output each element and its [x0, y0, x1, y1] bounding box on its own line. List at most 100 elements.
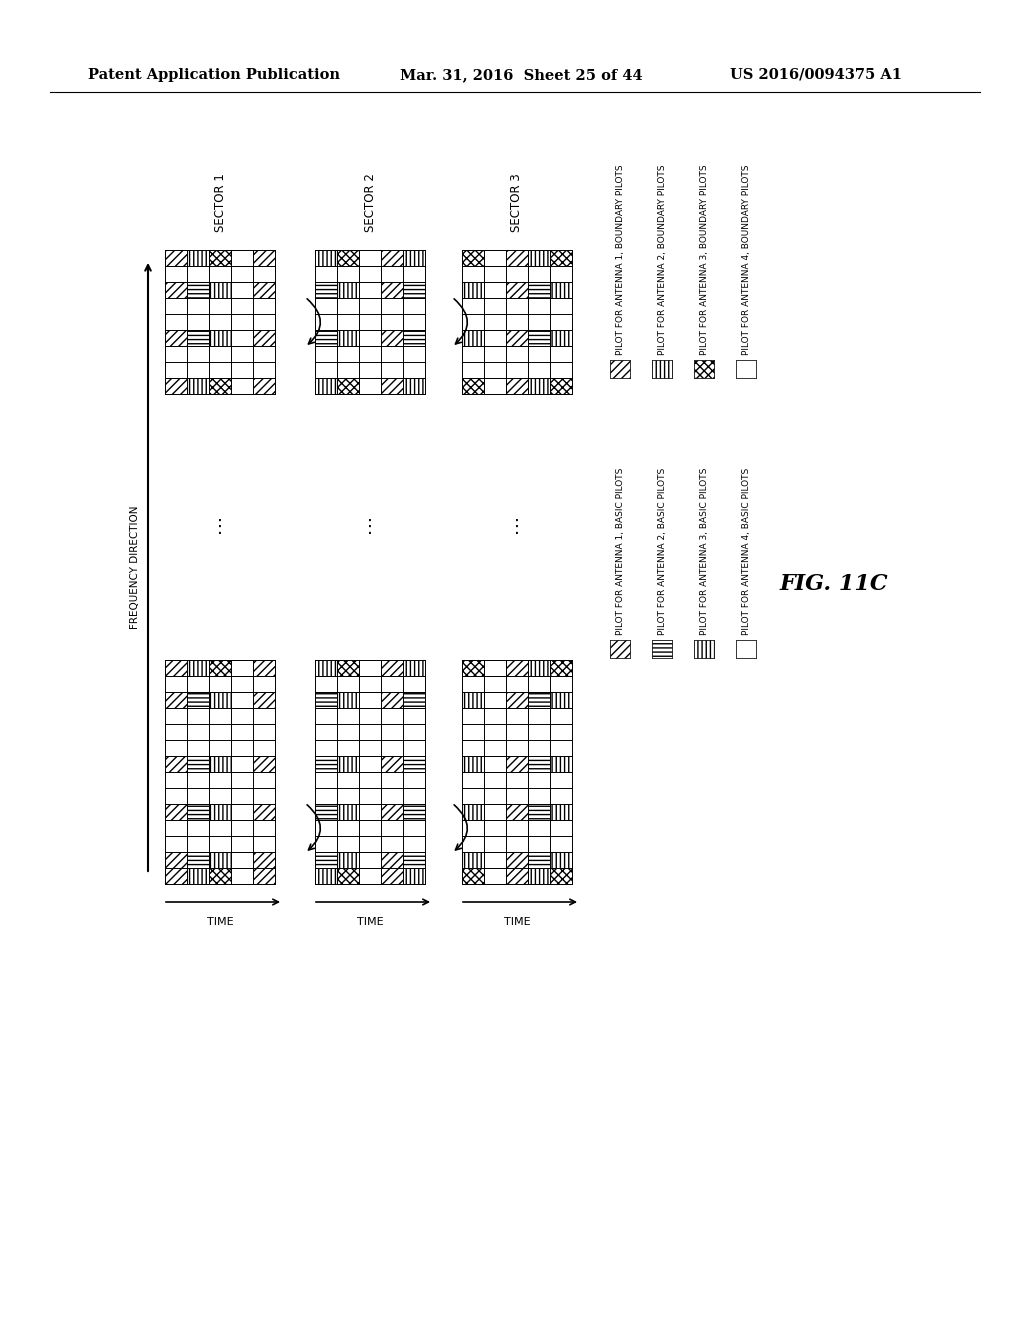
Bar — [694, 360, 714, 378]
Bar — [528, 249, 550, 267]
Bar — [462, 869, 484, 884]
Text: SECTOR 2: SECTOR 2 — [364, 173, 377, 232]
Bar — [462, 692, 484, 708]
Bar — [381, 692, 403, 708]
Bar — [209, 249, 231, 267]
Bar — [165, 660, 187, 676]
Bar — [528, 282, 550, 298]
Bar — [652, 640, 672, 657]
Bar — [484, 869, 506, 884]
Bar — [165, 869, 187, 884]
Bar — [337, 756, 359, 772]
Bar — [253, 660, 275, 676]
Bar — [253, 804, 275, 820]
Bar — [315, 804, 337, 820]
Bar — [462, 330, 484, 346]
Bar — [550, 869, 572, 884]
Bar — [337, 851, 359, 869]
Text: PILOT FOR ANTENNA 2, BASIC PILOTS: PILOT FOR ANTENNA 2, BASIC PILOTS — [657, 467, 667, 635]
Bar — [484, 851, 506, 869]
Bar — [209, 378, 231, 393]
Bar — [253, 756, 275, 772]
Text: PILOT FOR ANTENNA 4, BOUNDARY PILOTS: PILOT FOR ANTENNA 4, BOUNDARY PILOTS — [741, 165, 751, 355]
Bar — [381, 282, 403, 298]
Bar — [187, 660, 209, 676]
Bar — [381, 804, 403, 820]
Text: Patent Application Publication: Patent Application Publication — [88, 69, 340, 82]
Bar — [403, 804, 425, 820]
Bar — [359, 756, 381, 772]
Bar — [253, 851, 275, 869]
Bar — [506, 756, 528, 772]
Bar — [736, 640, 756, 657]
Bar — [231, 660, 253, 676]
Bar — [381, 756, 403, 772]
Bar — [610, 640, 630, 657]
Bar — [187, 282, 209, 298]
Bar — [209, 804, 231, 820]
Bar — [253, 692, 275, 708]
Bar — [462, 249, 484, 267]
Bar — [484, 249, 506, 267]
Bar — [231, 756, 253, 772]
Bar — [315, 378, 337, 393]
Text: PILOT FOR ANTENNA 2, BOUNDARY PILOTS: PILOT FOR ANTENNA 2, BOUNDARY PILOTS — [657, 165, 667, 355]
Bar — [231, 692, 253, 708]
Bar — [403, 282, 425, 298]
Bar — [165, 756, 187, 772]
Bar — [381, 330, 403, 346]
Bar — [337, 660, 359, 676]
Bar — [209, 851, 231, 869]
Bar — [462, 378, 484, 393]
Bar — [506, 249, 528, 267]
Bar — [506, 869, 528, 884]
Text: SECTOR 3: SECTOR 3 — [511, 173, 523, 232]
Bar — [381, 869, 403, 884]
Bar — [550, 692, 572, 708]
Bar — [337, 282, 359, 298]
Bar — [209, 660, 231, 676]
Bar — [187, 851, 209, 869]
Bar — [231, 249, 253, 267]
Bar — [231, 330, 253, 346]
Bar — [506, 660, 528, 676]
Bar — [209, 282, 231, 298]
Bar — [315, 692, 337, 708]
Bar — [694, 640, 714, 657]
Bar — [337, 692, 359, 708]
Bar — [694, 360, 714, 378]
Bar — [550, 804, 572, 820]
Bar — [337, 330, 359, 346]
Bar — [506, 330, 528, 346]
Bar — [403, 869, 425, 884]
Bar — [550, 851, 572, 869]
Bar — [528, 756, 550, 772]
Text: PILOT FOR ANTENNA 3, BASIC PILOTS: PILOT FOR ANTENNA 3, BASIC PILOTS — [699, 467, 709, 635]
Bar — [694, 640, 714, 657]
Bar — [528, 851, 550, 869]
Bar — [359, 692, 381, 708]
Text: PILOT FOR ANTENNA 1, BOUNDARY PILOTS: PILOT FOR ANTENNA 1, BOUNDARY PILOTS — [615, 165, 625, 355]
Bar — [652, 360, 672, 378]
Bar — [550, 330, 572, 346]
Bar — [359, 660, 381, 676]
Bar — [253, 330, 275, 346]
Bar — [187, 378, 209, 393]
Bar — [337, 804, 359, 820]
Bar — [462, 804, 484, 820]
Text: PILOT FOR ANTENNA 1, BASIC PILOTS: PILOT FOR ANTENNA 1, BASIC PILOTS — [615, 467, 625, 635]
Bar — [403, 851, 425, 869]
Bar — [315, 249, 337, 267]
Bar — [253, 378, 275, 393]
Bar — [231, 804, 253, 820]
Bar — [337, 869, 359, 884]
Bar — [506, 851, 528, 869]
Text: PILOT FOR ANTENNA 4, BASIC PILOTS: PILOT FOR ANTENNA 4, BASIC PILOTS — [741, 467, 751, 635]
Text: TIME: TIME — [207, 917, 233, 927]
Bar — [550, 282, 572, 298]
Bar — [187, 330, 209, 346]
Bar — [165, 282, 187, 298]
Bar — [209, 692, 231, 708]
Text: FIG. 11C: FIG. 11C — [780, 573, 889, 595]
Text: Mar. 31, 2016  Sheet 25 of 44: Mar. 31, 2016 Sheet 25 of 44 — [400, 69, 643, 82]
